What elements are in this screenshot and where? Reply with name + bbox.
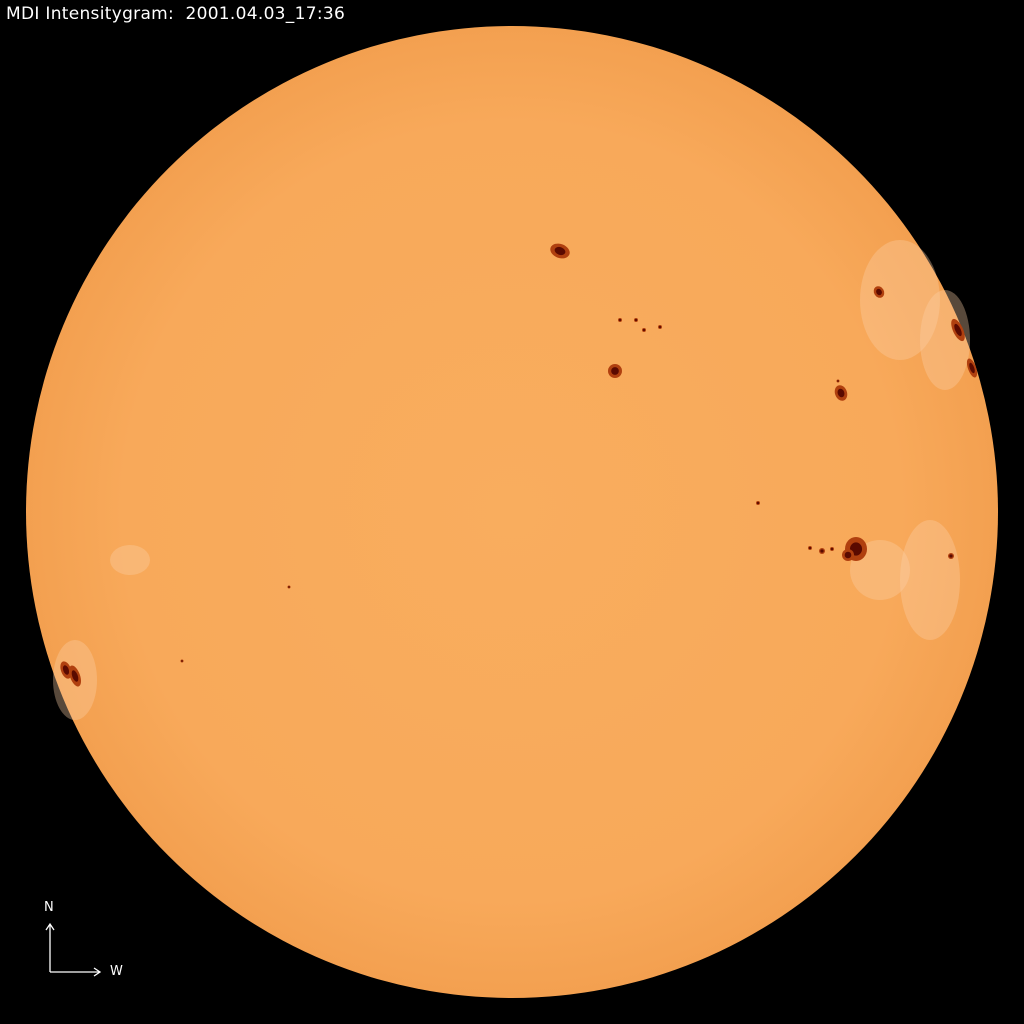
sunspot — [60, 661, 72, 679]
sunspot — [642, 328, 646, 332]
compass-icon — [45, 922, 102, 977]
sunspot — [842, 549, 854, 561]
sunspot — [287, 585, 291, 589]
sunspot — [618, 318, 622, 322]
facula — [860, 240, 940, 360]
sunspot — [808, 546, 812, 550]
facula — [110, 545, 150, 575]
sunspot — [658, 325, 662, 329]
sunspot — [180, 659, 184, 663]
sunspot — [834, 385, 848, 401]
sunspot — [550, 243, 570, 259]
sunspot — [608, 364, 622, 378]
sunspot — [836, 379, 840, 383]
sunspot — [948, 553, 954, 559]
sunspot — [951, 318, 965, 342]
sunspot — [634, 318, 638, 322]
west-label: W — [110, 964, 123, 979]
sunspot — [966, 358, 978, 378]
facula — [920, 290, 970, 390]
north-label: N — [44, 900, 54, 915]
facula — [900, 520, 960, 640]
sunspot — [873, 286, 885, 298]
sun-disk — [26, 26, 998, 998]
sunspot — [68, 665, 82, 687]
image-title: MDI Intensitygram: 2001.04.03_17:36 — [6, 4, 346, 24]
sunspot — [756, 501, 760, 505]
sunspot — [830, 547, 834, 551]
sunspot — [819, 548, 825, 554]
